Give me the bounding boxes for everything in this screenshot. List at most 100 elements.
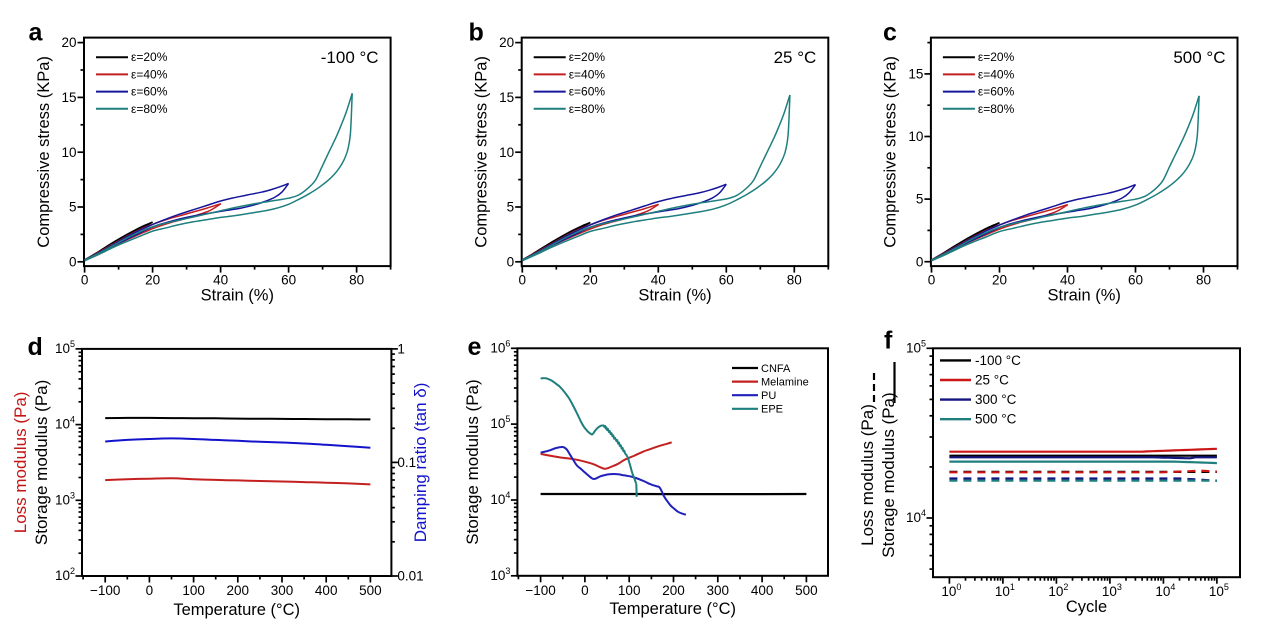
svg-text:−100: −100: [90, 583, 120, 598]
svg-text:Temperature (°C): Temperature (°C): [609, 600, 736, 618]
svg-text:105: 105: [490, 414, 510, 431]
svg-text:0: 0: [81, 273, 89, 288]
svg-text:60: 60: [1128, 273, 1143, 288]
svg-text:40: 40: [651, 273, 666, 288]
svg-text:0.1: 0.1: [397, 455, 416, 470]
svg-text:101: 101: [995, 582, 1015, 599]
svg-text:ε=60%: ε=60%: [978, 85, 1015, 99]
svg-text:Strain (%): Strain (%): [201, 287, 274, 305]
svg-text:Damping ratio (tan δ): Damping ratio (tan δ): [411, 383, 430, 543]
svg-text:Loss modulus (Pa): Loss modulus (Pa): [858, 404, 877, 546]
svg-text:20: 20: [499, 35, 514, 50]
svg-text:500: 500: [795, 583, 818, 598]
svg-text:5: 5: [69, 200, 77, 215]
svg-text:ε=80%: ε=80%: [978, 102, 1015, 116]
svg-text:0: 0: [146, 583, 154, 598]
svg-text:25 °C: 25 °C: [975, 373, 1009, 388]
svg-text:Compressive stress (KPa): Compressive stress (KPa): [35, 56, 53, 248]
svg-text:0: 0: [519, 273, 527, 288]
svg-text:106: 106: [490, 338, 510, 355]
svg-text:0: 0: [581, 583, 589, 598]
svg-text:400: 400: [751, 583, 774, 598]
svg-text:Melamine: Melamine: [761, 376, 809, 388]
svg-text:100: 100: [182, 583, 205, 598]
svg-text:80: 80: [787, 273, 802, 288]
svg-text:EPE: EPE: [761, 404, 783, 416]
svg-text:60: 60: [281, 273, 296, 288]
svg-text:0.01: 0.01: [397, 569, 423, 584]
svg-text:ε=80%: ε=80%: [569, 102, 606, 116]
svg-text:200: 200: [227, 583, 250, 598]
svg-text:0: 0: [916, 254, 924, 269]
svg-text:-100 °C: -100 °C: [975, 353, 1021, 368]
svg-text:ε=40%: ε=40%: [978, 67, 1015, 81]
svg-text:400: 400: [315, 583, 338, 598]
svg-text:-100 °C: -100 °C: [321, 48, 379, 67]
svg-text:Compressive stress (KPa): Compressive stress (KPa): [882, 56, 900, 248]
svg-text:200: 200: [662, 583, 685, 598]
svg-text:ε=40%: ε=40%: [569, 67, 606, 81]
svg-text:5: 5: [916, 192, 924, 207]
svg-text:ε=80%: ε=80%: [131, 102, 168, 116]
svg-text:500 °C: 500 °C: [975, 412, 1017, 427]
svg-text:PU: PU: [761, 390, 776, 402]
svg-text:e: e: [468, 333, 482, 361]
svg-text:a: a: [29, 19, 44, 47]
svg-text:80: 80: [349, 273, 364, 288]
svg-text:Cycle: Cycle: [1066, 598, 1107, 616]
svg-text:105: 105: [1209, 582, 1229, 599]
svg-text:ε=20%: ε=20%: [131, 50, 168, 64]
svg-text:CNFA: CNFA: [761, 363, 791, 375]
svg-text:20: 20: [992, 273, 1007, 288]
svg-text:−100: −100: [525, 583, 555, 598]
svg-text:40: 40: [213, 273, 228, 288]
svg-text:60: 60: [719, 273, 734, 288]
svg-text:c: c: [883, 19, 897, 47]
svg-text:f: f: [884, 327, 893, 355]
svg-text:ε=20%: ε=20%: [569, 50, 606, 64]
svg-text:Storage modulus (Pa): Storage modulus (Pa): [879, 392, 898, 557]
svg-text:ε=60%: ε=60%: [569, 85, 606, 99]
svg-text:103: 103: [490, 566, 510, 583]
svg-text:10: 10: [499, 145, 514, 160]
svg-text:15: 15: [61, 90, 76, 105]
svg-text:Strain (%): Strain (%): [638, 287, 711, 305]
svg-text:1: 1: [397, 341, 405, 356]
svg-text:5: 5: [507, 200, 515, 215]
svg-text:Compressive stress (KPa): Compressive stress (KPa): [473, 56, 491, 248]
svg-text:Loss modulus (Pa): Loss modulus (Pa): [11, 392, 30, 534]
svg-text:ε=20%: ε=20%: [978, 50, 1015, 64]
svg-text:Storage modulus (Pa): Storage modulus (Pa): [32, 380, 51, 545]
svg-text:102: 102: [1048, 582, 1068, 599]
svg-text:100: 100: [618, 583, 641, 598]
svg-text:20: 20: [583, 273, 598, 288]
svg-text:20: 20: [61, 35, 76, 50]
svg-text:40: 40: [1060, 273, 1075, 288]
svg-text:100: 100: [941, 582, 961, 599]
svg-text:ε=60%: ε=60%: [131, 85, 168, 99]
svg-text:500: 500: [359, 583, 382, 598]
svg-text:0: 0: [69, 254, 77, 269]
svg-text:d: d: [28, 333, 43, 361]
svg-text:10: 10: [61, 145, 76, 160]
svg-text:10: 10: [908, 129, 923, 144]
svg-text:15: 15: [908, 67, 923, 82]
svg-text:104: 104: [1155, 582, 1175, 599]
svg-text:300: 300: [707, 583, 730, 598]
svg-text:80: 80: [1196, 273, 1211, 288]
svg-text:103: 103: [1102, 582, 1122, 599]
svg-text:Strain (%): Strain (%): [1048, 287, 1121, 305]
svg-text:20: 20: [145, 273, 160, 288]
svg-text:25 °C: 25 °C: [774, 48, 817, 67]
svg-text:0: 0: [507, 254, 515, 269]
svg-text:15: 15: [499, 90, 514, 105]
svg-text:300 °C: 300 °C: [975, 392, 1017, 407]
svg-text:300: 300: [271, 583, 294, 598]
svg-text:b: b: [469, 19, 484, 47]
svg-text:500 °C: 500 °C: [1173, 48, 1225, 67]
svg-text:0: 0: [928, 273, 936, 288]
svg-text:Storage modulus (Pa): Storage modulus (Pa): [463, 379, 482, 544]
svg-text:104: 104: [490, 490, 510, 507]
svg-text:ε=40%: ε=40%: [131, 67, 168, 81]
svg-text:Temperature (°C): Temperature (°C): [173, 601, 300, 619]
